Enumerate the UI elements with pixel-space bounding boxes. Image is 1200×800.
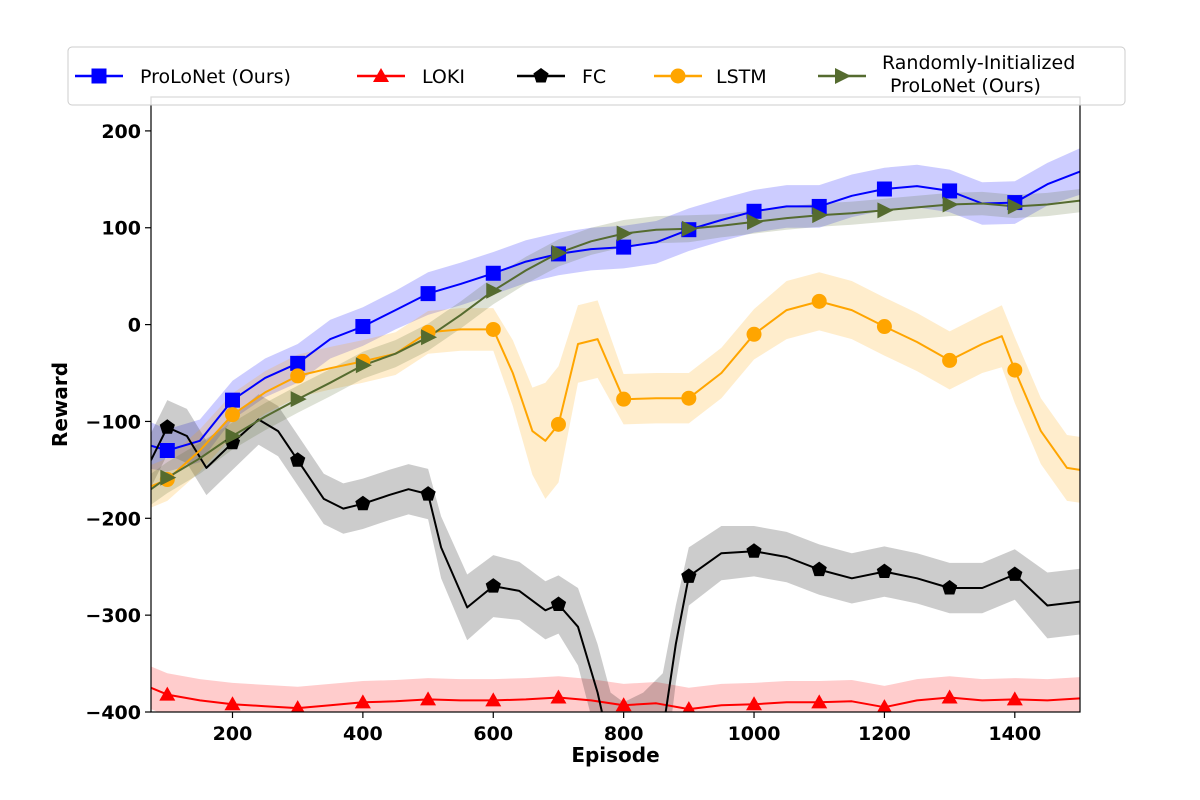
x-tick-label: 1000 <box>728 723 781 745</box>
lstm-point <box>942 352 958 368</box>
loki-point <box>420 691 437 706</box>
randomly-initialized-prolonet-ours-point <box>551 244 568 261</box>
lstm-legend-marker <box>670 68 686 84</box>
fc-point <box>420 486 436 501</box>
randomly-initialized-prolonet-ours-point <box>225 427 242 444</box>
fc-point <box>942 580 958 595</box>
y-tick-label: −200 <box>85 508 141 530</box>
lstm-point <box>550 416 566 432</box>
prolonet-ours-legend-marker <box>91 68 107 84</box>
prolonet-ours-point <box>876 181 892 197</box>
x-tick-label: 1400 <box>988 723 1041 745</box>
fc-point <box>811 561 827 577</box>
fc-point <box>159 419 175 434</box>
fc-point <box>355 495 371 511</box>
lstm-point <box>876 319 892 335</box>
prolonet-ours-point <box>290 355 306 371</box>
loki-legend-marker <box>373 68 389 82</box>
loki-point <box>485 692 502 707</box>
prolonet-ours-point <box>420 286 436 302</box>
fc-point <box>876 563 892 578</box>
fc-point <box>550 596 567 611</box>
legend-box <box>67 46 1126 106</box>
loki-point <box>159 686 176 701</box>
lstm-point <box>485 321 501 337</box>
series-markers <box>159 181 1024 712</box>
prolonet-ours-point <box>746 203 762 219</box>
y-axis-title: Reward <box>48 362 72 447</box>
randomly-initialized-prolonet-ours-legend-marker <box>835 68 851 84</box>
fc-line <box>151 418 1080 712</box>
loki-point <box>877 699 892 712</box>
randomly-initialized-prolonet-ours-point <box>877 202 894 219</box>
legend: ProLoNet (Ours) LOKI FC LSTM Randomly-Initia… <box>67 46 1126 106</box>
randomly-initialized-prolonet-ours-legend-label: Randomly-Initialized ProLoNet (Ours) <box>882 52 1075 97</box>
confidence-bands <box>151 148 1080 712</box>
lstm-point <box>1007 362 1023 378</box>
randomly-initialized-prolonet-ours-point <box>1007 198 1024 215</box>
fc-legend-label: FC <box>582 66 606 88</box>
prolonet-ours-point <box>616 239 632 255</box>
randomly-initialized-prolonet-ours-point <box>616 225 633 242</box>
fc-band <box>151 394 1080 712</box>
randomly-initialized-prolonet-ours-point <box>160 469 177 486</box>
loki-point <box>224 696 241 711</box>
randomly-initialized-prolonet-ours-point <box>355 357 372 374</box>
loki-point <box>615 697 632 712</box>
x-axis-ticks: 200 400 600 800 1000 1200 1400 <box>213 712 1041 745</box>
loki-point <box>1006 691 1023 706</box>
y-tick-label: 0 <box>128 315 141 337</box>
lstm-line <box>151 300 1080 488</box>
loki-point <box>290 700 305 712</box>
loki-point <box>746 696 763 711</box>
fc-point <box>681 568 697 583</box>
randomly-initialized-prolonet-ours-point <box>747 213 764 230</box>
lstm-point <box>290 368 306 384</box>
prolonet-ours-point <box>942 183 958 199</box>
randomly-initialized-prolonet-ours-point <box>421 329 438 346</box>
loki-line <box>151 686 1080 711</box>
fc-point <box>485 578 501 593</box>
x-tick-label: 1200 <box>858 723 911 745</box>
lstm-band <box>151 272 1080 508</box>
fc-point <box>290 452 306 467</box>
prolonet-ours-point <box>355 319 371 335</box>
loki-point <box>682 701 696 712</box>
randomly-initialized-prolonet-ours-point <box>681 220 698 237</box>
lstm-legend-label: LSTM <box>716 66 767 88</box>
y-tick-label: −400 <box>85 702 141 724</box>
y-tick-label: −300 <box>85 605 141 627</box>
loki-point <box>550 689 567 704</box>
y-tick-label: −100 <box>85 411 141 433</box>
x-tick-label: 800 <box>604 723 644 745</box>
randomly-initialized-prolonet-ours-point <box>486 282 503 299</box>
y-axis-ticks: −400 −300 −200 −100 0 100 200 <box>85 121 151 724</box>
x-tick-label: 400 <box>343 723 383 745</box>
randomly-initialized-prolonet-ours-point <box>942 196 959 213</box>
loki-point <box>354 694 371 709</box>
loki-point <box>811 694 828 709</box>
x-tick-label: 200 <box>213 723 253 745</box>
lstm-point <box>681 390 697 406</box>
lstm-point <box>811 293 827 309</box>
lstm-point <box>616 391 632 407</box>
prolonet-ours-point <box>485 265 501 281</box>
randomly-initialized-prolonet-ours-point <box>290 391 307 408</box>
prolonet-ours-point <box>159 443 175 459</box>
prolonet-ours-legend-label: ProLoNet (Ours) <box>140 66 291 88</box>
prolonet-ours-point <box>224 392 240 408</box>
x-tick-label: 600 <box>473 723 513 745</box>
y-tick-label: 200 <box>101 121 141 143</box>
y-tick-label: 100 <box>101 218 141 240</box>
fc-legend-marker <box>533 68 549 83</box>
fc-point <box>1007 566 1023 581</box>
loki-point <box>941 689 958 704</box>
loki-legend-label: LOKI <box>422 66 465 88</box>
lstm-point <box>746 326 762 342</box>
x-axis-title: Episode <box>571 743 659 767</box>
randomly-initialized-prolonet-ours-point <box>812 207 829 224</box>
fc-point <box>746 543 762 558</box>
lstm-point <box>224 407 240 423</box>
